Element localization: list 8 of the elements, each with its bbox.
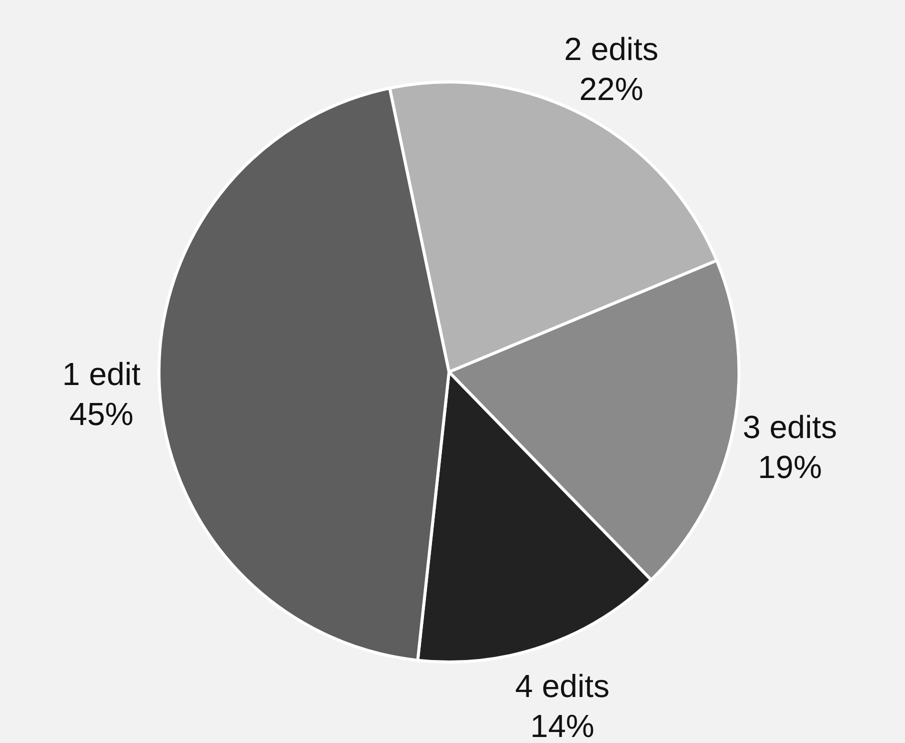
slice-label: 3 edits [742,408,838,445]
data-label: 22% [579,71,644,108]
data-label: 14% [530,708,594,743]
data-label: 45% [69,396,134,432]
slice-label: 4 edits [515,668,610,704]
slice-label: 2 edits [564,31,658,68]
data-label: 19% [758,448,822,485]
slice-label: 1 edit [62,356,141,392]
